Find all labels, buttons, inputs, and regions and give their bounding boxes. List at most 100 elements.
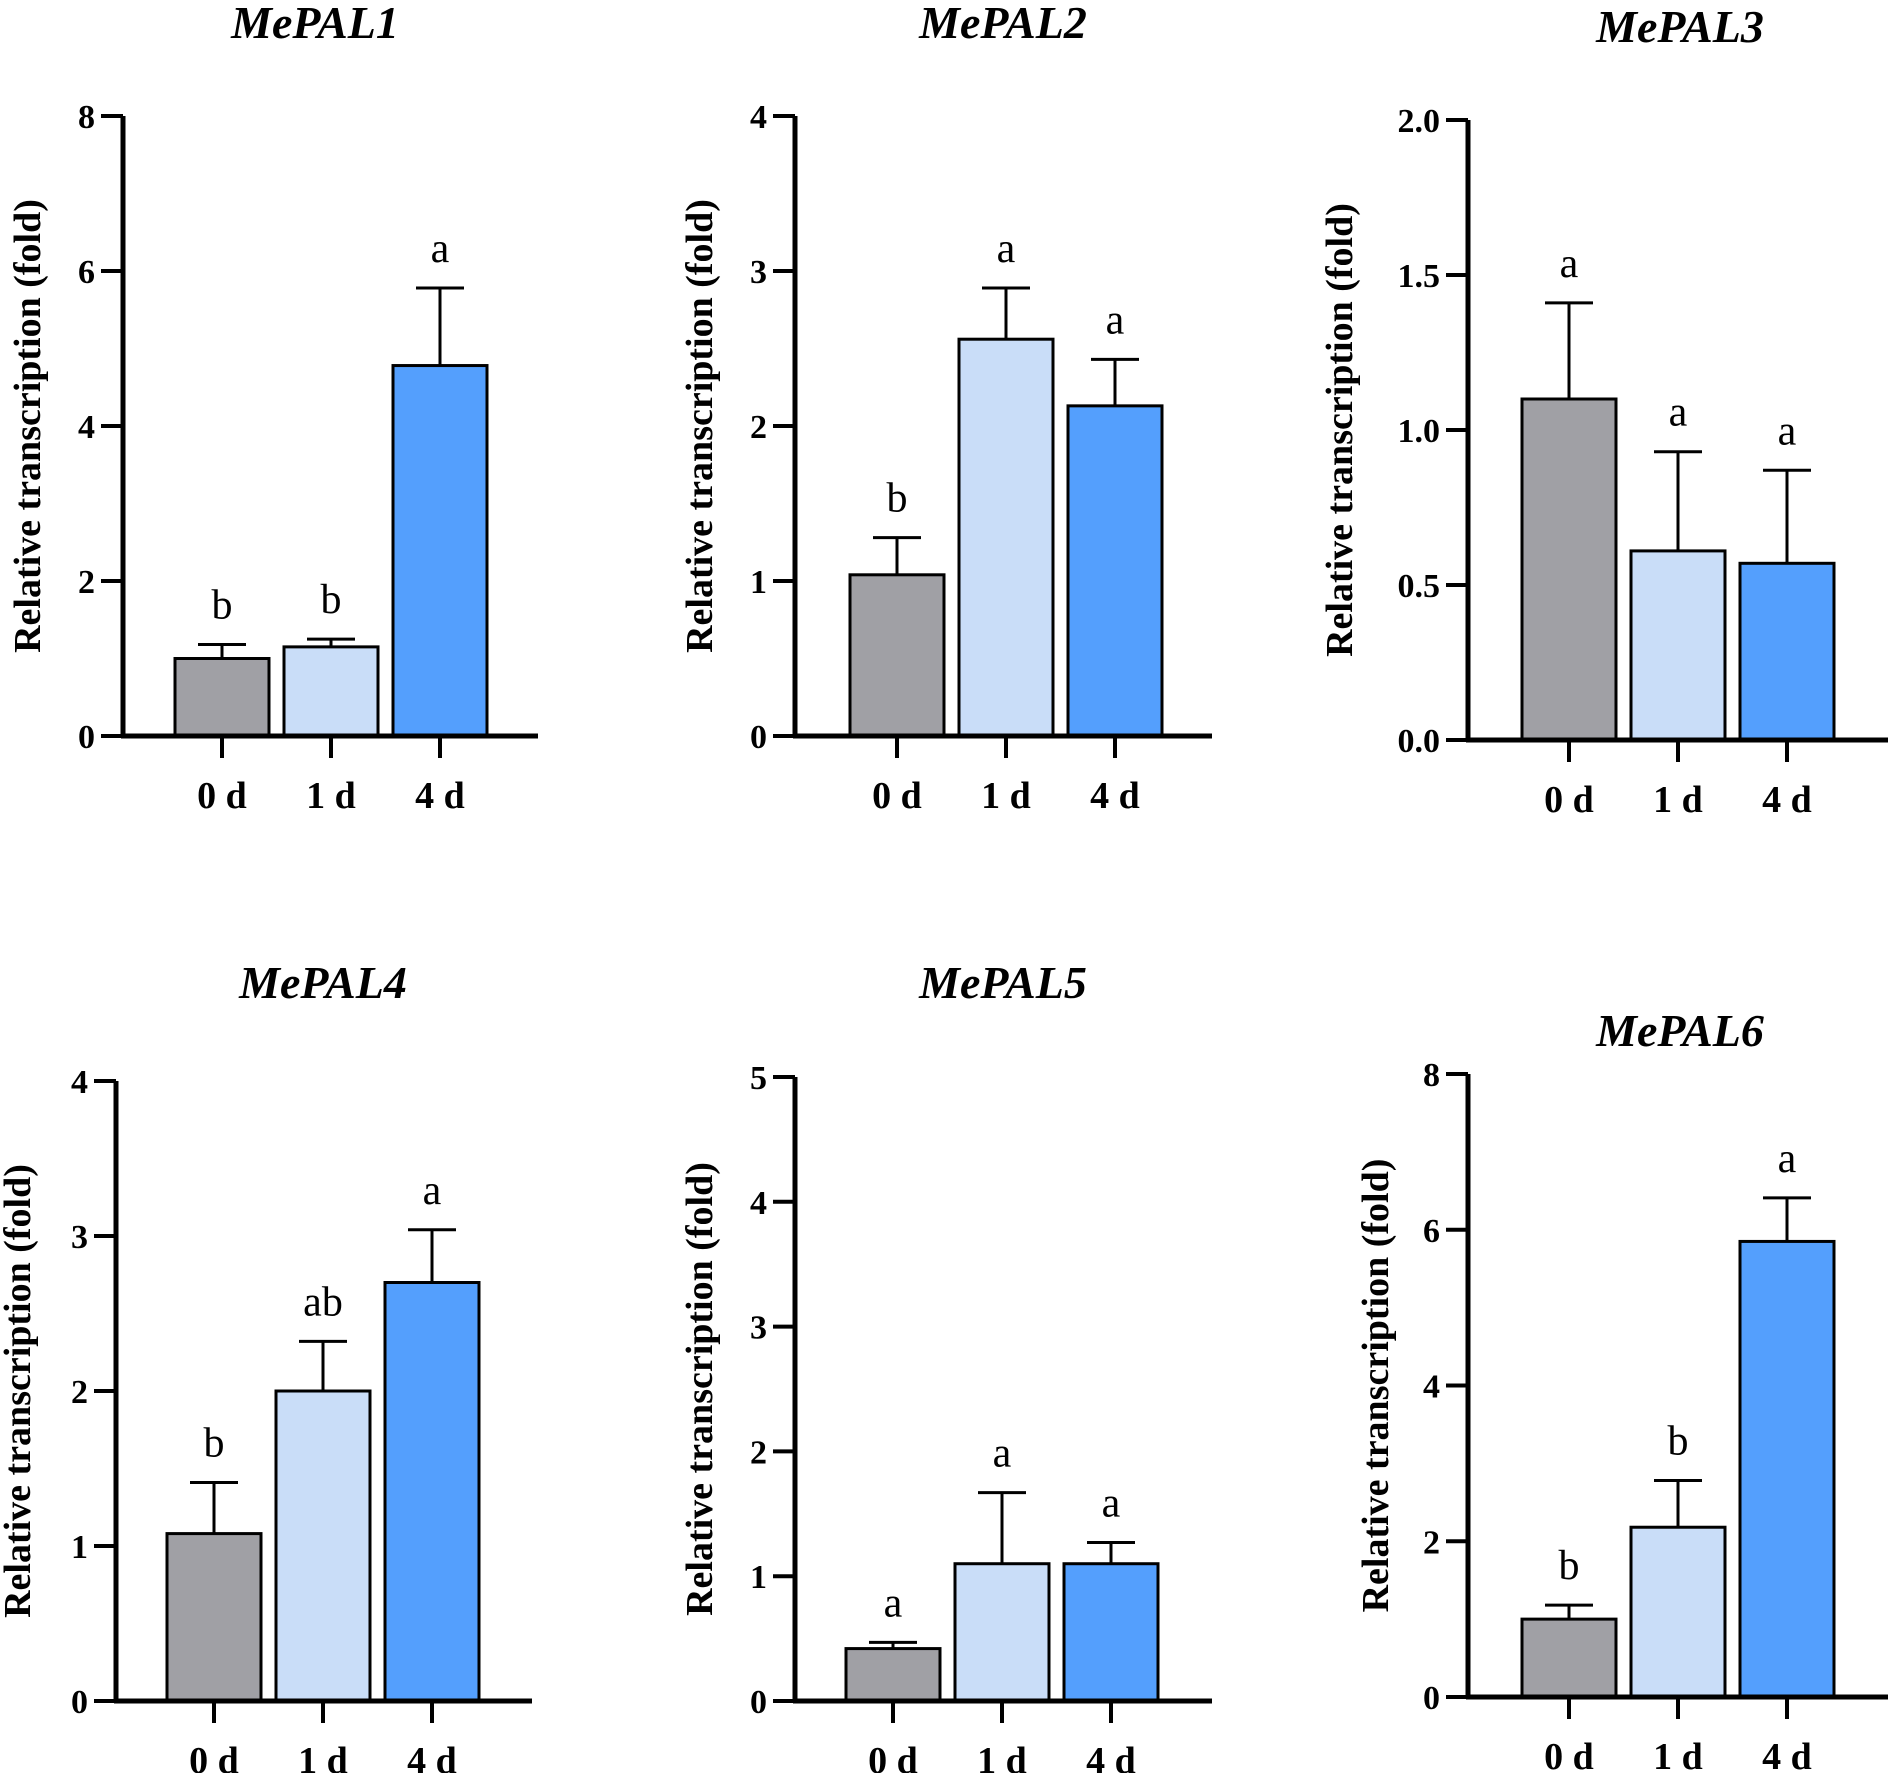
significance-label: a [997,226,1016,272]
y-tick-label: 1.0 [1398,413,1441,450]
bar-1d [274,1389,372,1703]
x-tick-label: 4 d [1090,775,1140,817]
y-tick-label: 2.0 [1398,103,1441,140]
y-tick-label: 0.0 [1398,723,1441,760]
significance-label: a [1669,390,1688,436]
significance-label: a [431,226,450,272]
bar-4d [383,1281,481,1703]
y-tick-label: 8 [1423,1057,1440,1094]
significance-label: a [1778,408,1797,454]
x-tick-label: 1 d [981,775,1031,817]
chart-title: MePAL6 [1595,1005,1764,1056]
chart-panel-mepal4: MePAL4 Relative transcription (fold) b 0 d a… [0,957,532,1773]
y-axis-label: Relative transcription (fold) [0,1164,39,1618]
y-tick-label: 3 [750,254,767,291]
y-tick-label: 1 [750,1559,767,1596]
bar-4d [1738,1239,1836,1699]
significance-label: a [1106,297,1125,343]
y-tick-label: 0 [750,719,767,756]
chart-panel-mepal6: MePAL6 Relative transcription (fold) b 0 d b… [1355,1005,1888,1773]
significance-label: ab [303,1279,343,1325]
bar-0d [165,1532,263,1703]
y-tick-label: 2 [71,1374,88,1411]
x-tick-label: 4 d [1762,1736,1812,1773]
x-tick-label: 0 d [872,775,922,817]
significance-label: a [423,1168,442,1214]
y-tick-label: 8 [78,99,95,136]
bar-1d [1629,549,1727,742]
y-tick-label: 0 [78,719,95,756]
significance-label: a [993,1431,1012,1477]
y-tick-label: 2 [78,564,95,601]
significance-label: a [1778,1136,1797,1182]
y-axis-label: Relative transcription (fold) [1355,1159,1397,1613]
bar-0d [848,573,946,738]
y-tick-label: 3 [71,1219,88,1256]
y-axis-label: Relative transcription (fold) [7,199,49,653]
significance-label: b [1559,1543,1580,1589]
x-tick-label: 1 d [977,1740,1027,1773]
y-tick-label: 1 [71,1529,88,1566]
bar-4d [391,364,489,738]
bar-0d [173,657,271,738]
bar-4d [1066,404,1164,738]
significance-label: b [1668,1419,1689,1465]
chart-panel-mepal1: MePAL1 Relative transcription (fold) b 0 d b… [7,0,538,817]
x-tick-label: 0 d [1544,1736,1594,1773]
significance-label: a [884,1580,903,1626]
bar-0d [1520,1617,1618,1699]
chart-title: MePAL2 [918,0,1087,48]
bar-4d [1062,1562,1160,1703]
bar-1d [1629,1525,1727,1699]
y-tick-label: 4 [78,409,95,446]
bar-1d [953,1562,1051,1703]
y-tick-label: 4 [71,1064,88,1101]
y-axis-label: Relative transcription (fold) [679,1162,721,1616]
chart-panel-mepal3: MePAL3 Relative transcription (fold) a 0 d a… [1319,1,1888,821]
x-tick-label: 4 d [1762,779,1812,821]
y-tick-label: 1.5 [1398,258,1441,295]
y-tick-label: 2 [1423,1524,1440,1561]
chart-title: MePAL3 [1595,1,1764,52]
y-axis-label: Relative transcription (fold) [679,199,721,653]
x-tick-label: 4 d [407,1740,457,1773]
y-tick-label: 5 [750,1060,767,1097]
x-tick-label: 1 d [1653,1736,1703,1773]
x-tick-label: 4 d [1086,1740,1136,1773]
x-tick-label: 4 d [415,775,465,817]
y-tick-label: 4 [750,1185,767,1222]
y-tick-label: 1 [750,564,767,601]
bar-0d [1520,397,1618,742]
y-tick-label: 0 [1423,1680,1440,1717]
y-tick-label: 4 [750,99,767,136]
y-tick-label: 0.5 [1398,568,1441,605]
y-tick-label: 0 [71,1684,88,1721]
y-tick-label: 3 [750,1310,767,1347]
y-tick-label: 0 [750,1684,767,1721]
y-tick-label: 6 [1423,1213,1440,1250]
y-tick-label: 4 [1423,1369,1440,1406]
chart-title: MePAL4 [238,957,407,1008]
significance-label: b [204,1420,225,1466]
bar-1d [282,645,380,738]
y-tick-label: 2 [750,1434,767,1471]
x-tick-label: 1 d [1653,779,1703,821]
x-tick-label: 0 d [1544,779,1594,821]
significance-label: b [321,577,342,623]
y-axis-label: Relative transcription (fold) [1319,203,1361,657]
x-tick-label: 1 d [306,775,356,817]
x-tick-label: 0 d [197,775,247,817]
bar-4d [1738,561,1836,742]
significance-label: b [212,583,233,629]
x-tick-label: 0 d [868,1740,918,1773]
chart-panel-mepal2: MePAL2 Relative transcription (fold) b 0 d a… [679,0,1212,817]
bar-0d [844,1647,942,1703]
bar-1d [957,337,1055,738]
significance-label: b [887,476,908,522]
y-tick-label: 2 [750,409,767,446]
chart-title: MePAL5 [918,957,1087,1008]
y-tick-label: 6 [78,254,95,291]
significance-label: a [1102,1481,1121,1527]
x-tick-label: 1 d [298,1740,348,1773]
